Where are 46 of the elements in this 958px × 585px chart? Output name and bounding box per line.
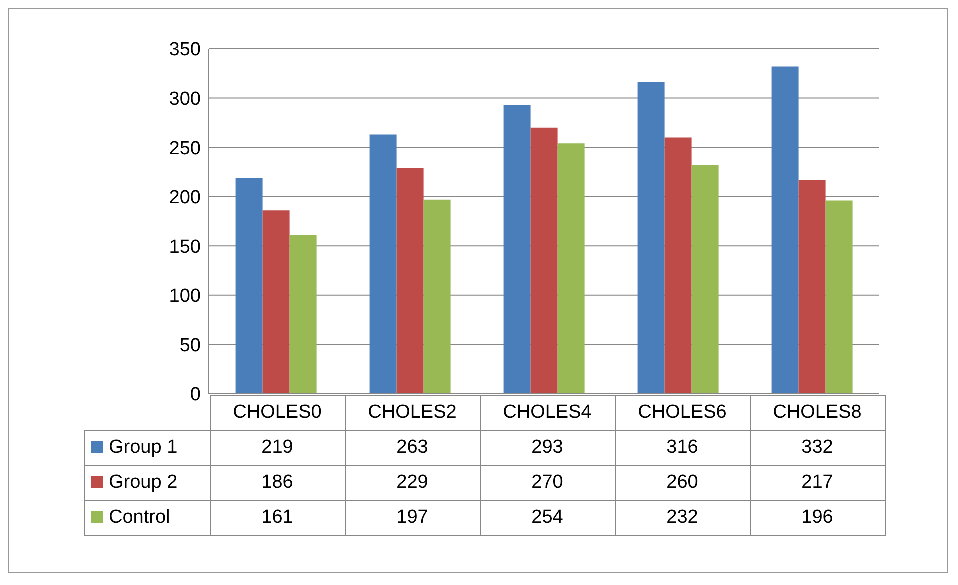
data-label: 196 xyxy=(750,500,885,536)
bar xyxy=(692,165,719,394)
bar xyxy=(826,200,853,394)
bar xyxy=(262,210,290,394)
y-tick-label: 300 xyxy=(169,89,201,110)
data-label: 197 xyxy=(345,500,480,536)
data-label: 219 xyxy=(210,430,345,466)
data-label: 232 xyxy=(615,500,750,536)
y-tick-label: 0 xyxy=(190,384,201,406)
x-tick-label: CHOLES4 xyxy=(480,396,615,430)
data-label: 260 xyxy=(615,466,750,500)
bar xyxy=(664,138,692,394)
data-label: 254 xyxy=(480,500,615,536)
data-label: 263 xyxy=(345,430,480,466)
legend-label: Group 1 xyxy=(84,430,210,466)
data-label: 186 xyxy=(210,466,345,500)
y-tick-label: 150 xyxy=(169,236,201,258)
data-label: 217 xyxy=(750,466,885,500)
x-tick-label: CHOLES8 xyxy=(750,396,885,430)
bar xyxy=(236,178,263,394)
y-tick-label: 100 xyxy=(169,286,201,308)
data-label: 270 xyxy=(480,466,615,500)
bar xyxy=(558,144,585,394)
bar xyxy=(638,82,665,394)
data-label: 316 xyxy=(615,430,750,466)
data-label: 229 xyxy=(345,466,480,500)
y-tick-label: 250 xyxy=(169,138,201,160)
y-tick-label: 50 xyxy=(180,335,201,356)
data-label: 332 xyxy=(750,430,885,466)
bar xyxy=(772,66,799,394)
bar xyxy=(370,134,397,394)
bar xyxy=(504,105,531,394)
y-tick-label: 350 xyxy=(169,40,201,61)
bar xyxy=(530,128,558,394)
data-label: 161 xyxy=(210,500,345,536)
x-tick-label: CHOLES0 xyxy=(210,396,345,430)
y-tick-label: 200 xyxy=(169,188,201,209)
bar xyxy=(290,235,317,394)
x-tick-label: CHOLES2 xyxy=(345,396,480,430)
bar xyxy=(424,200,451,394)
bar xyxy=(798,180,826,394)
legend-label: Group 2 xyxy=(84,466,210,500)
legend-label: Control xyxy=(84,500,210,536)
x-tick-label: CHOLES6 xyxy=(615,396,750,430)
data-label: 293 xyxy=(480,430,615,466)
bar xyxy=(396,168,424,394)
